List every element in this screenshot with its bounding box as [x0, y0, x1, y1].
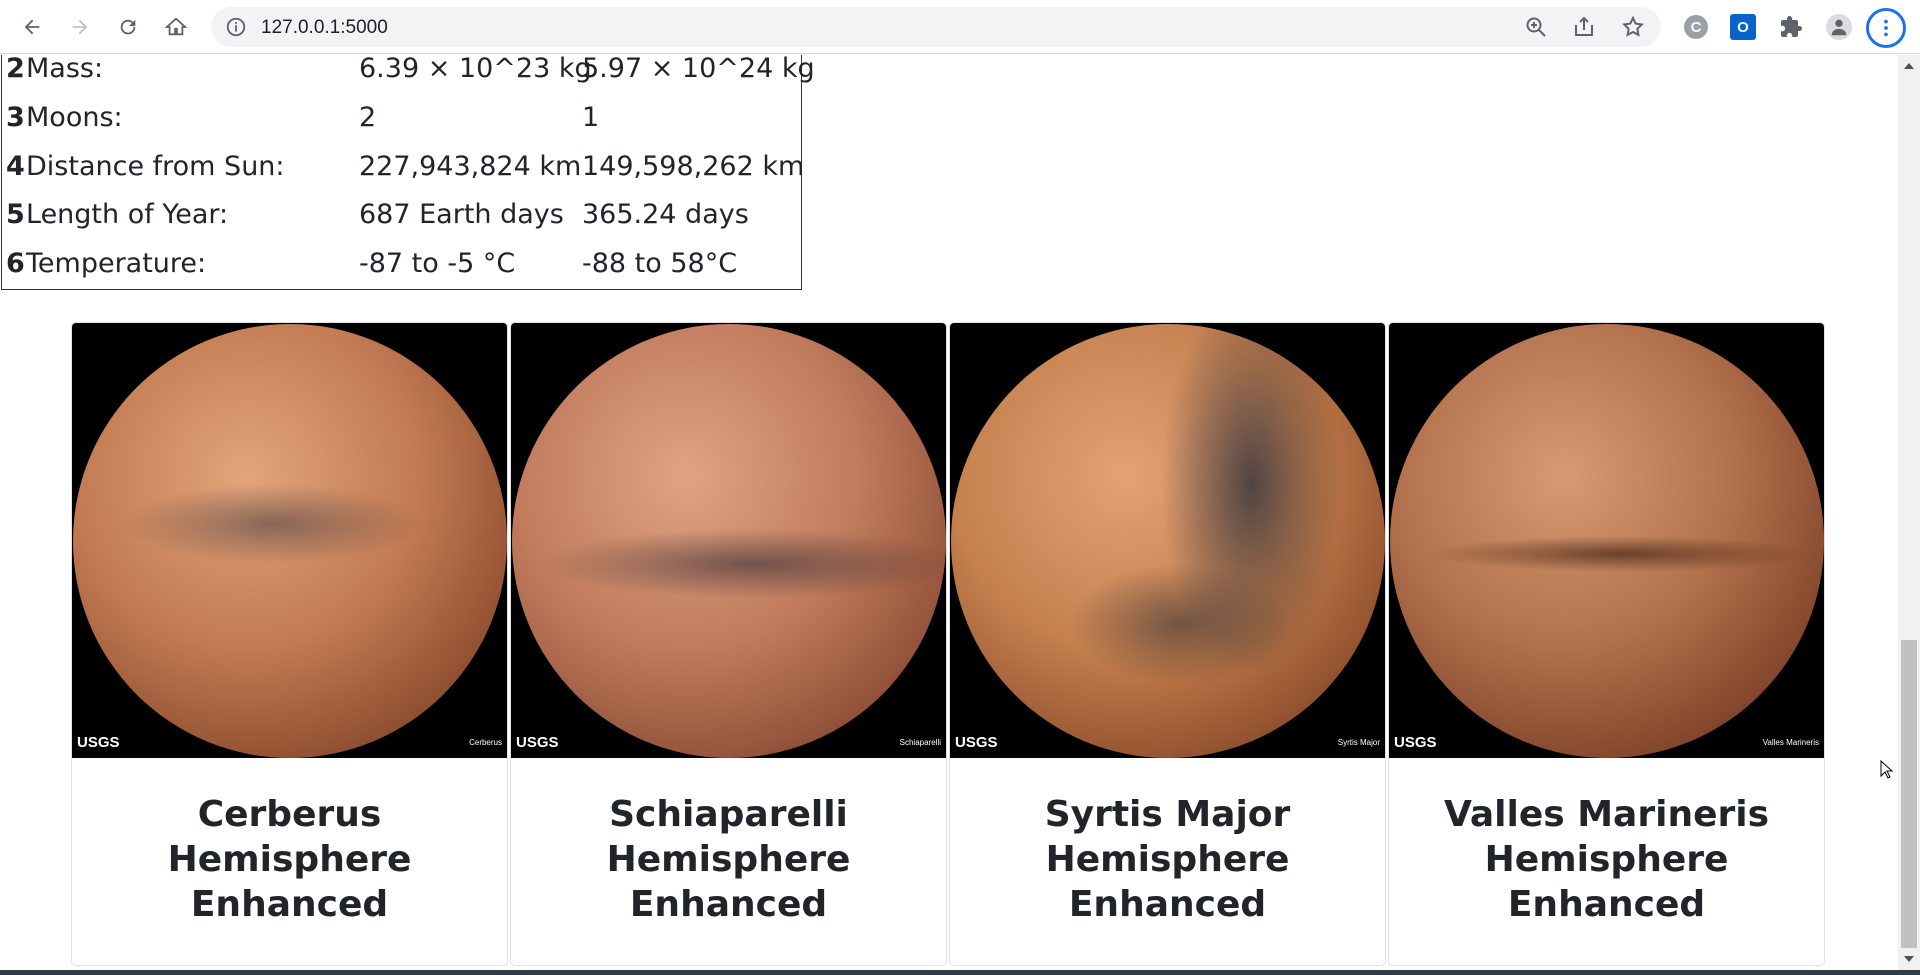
mars-globe-image	[1390, 324, 1824, 758]
row-index: 5	[6, 199, 25, 230]
usgs-logo: USGS	[77, 734, 120, 751]
hemisphere-title: Cerberus Hemisphere Enhanced	[167, 794, 412, 925]
mars-value: -87 to -5 °C	[359, 248, 516, 279]
share-icon	[1575, 16, 1593, 36]
zoom-in-icon	[1526, 17, 1546, 37]
scroll-down-arrow-icon[interactable]	[1904, 956, 1914, 962]
row-index: 2	[6, 55, 25, 84]
hemisphere-card-syrtis-major[interactable]: USGS Syrtis Major Syrtis Major Hemispher…	[949, 322, 1386, 966]
page-viewport: 2 Mass: 6.39 × 10^23 kg 5.97 × 10^24 kg …	[0, 55, 1898, 970]
home-icon	[165, 17, 187, 36]
mars-globe-image	[951, 324, 1385, 758]
usgs-logo: USGS	[1394, 734, 1437, 751]
mars-globe-image	[73, 324, 507, 758]
row-label: Temperature:	[26, 248, 207, 279]
address-bar[interactable]: 127.0.0.1:5000	[211, 7, 1661, 47]
browser-menu-button[interactable]	[1866, 8, 1906, 48]
hemisphere-card-cerberus[interactable]: USGS Cerberus Cerberus Hemisphere Enhanc…	[71, 322, 508, 966]
outlook-icon[interactable]: O	[1730, 14, 1756, 40]
puzzle-icon	[1781, 16, 1802, 37]
mars-value: 687 Earth days	[359, 199, 564, 230]
back-button[interactable]	[14, 9, 50, 45]
scroll-thumb[interactable]	[1901, 640, 1917, 948]
bookmark-button[interactable]	[1621, 15, 1645, 39]
row-label: Moons:	[26, 102, 123, 133]
image-caption: Syrtis Major	[1337, 738, 1380, 747]
arrow-left-icon	[24, 19, 40, 35]
row-label: Length of Year:	[26, 199, 229, 230]
info-icon[interactable]	[225, 16, 247, 38]
earth-value: 5.97 × 10^24 kg	[582, 55, 815, 84]
person-icon	[1831, 19, 1847, 36]
address-url[interactable]: 127.0.0.1:5000	[261, 17, 388, 38]
image-caption: Cerberus	[469, 738, 502, 747]
mars-value: 2	[359, 102, 377, 133]
mars-globe-image	[512, 324, 946, 758]
mars-earth-facts-table: 2 Mass: 6.39 × 10^23 kg 5.97 × 10^24 kg …	[1, 55, 815, 290]
share-button[interactable]	[1572, 15, 1596, 39]
hemisphere-image[interactable]: USGS Syrtis Major	[950, 323, 1385, 758]
hemisphere-title: Schiaparelli Hemisphere Enhanced	[606, 794, 851, 925]
vertical-scrollbar[interactable]	[1898, 55, 1920, 970]
hemisphere-title: Syrtis Major Hemisphere Enhanced	[1044, 794, 1291, 925]
mouse-cursor-icon	[1880, 760, 1894, 779]
row-index: 4	[6, 151, 25, 182]
row-label: Distance from Sun:	[26, 151, 285, 182]
hemisphere-image[interactable]: USGS Cerberus	[72, 323, 507, 758]
home-button[interactable]	[158, 9, 194, 45]
earth-value: 365.24 days	[582, 199, 749, 230]
mars-value: 6.39 × 10^23 kg	[359, 55, 592, 84]
hemisphere-image[interactable]: USGS Schiaparelli	[511, 323, 946, 758]
image-caption: Schiaparelli	[899, 738, 941, 747]
hemisphere-title: Valles Marineris Hemisphere Enhanced	[1443, 794, 1770, 925]
browser-toolbar: 127.0.0.1:5000 C O	[0, 0, 1920, 54]
row-label: Mass:	[26, 55, 104, 84]
earth-value: 1	[582, 102, 600, 133]
hemisphere-card-schiaparelli[interactable]: USGS Schiaparelli Schiaparelli Hemispher…	[510, 322, 947, 966]
taskbar-strip	[0, 970, 1920, 975]
hemisphere-image[interactable]: USGS Valles Marineris	[1389, 323, 1824, 758]
table-row: 6 Temperature: -87 to -5 °C -88 to 58°C	[2, 240, 802, 288]
row-index: 3	[6, 102, 25, 133]
row-index: 6	[6, 248, 25, 279]
earth-value: 149,598,262 km	[582, 151, 805, 182]
mars-value: 227,943,824 km	[359, 151, 582, 182]
forward-button[interactable]	[62, 9, 98, 45]
extensions-button[interactable]	[1778, 14, 1804, 40]
usgs-logo: USGS	[955, 734, 998, 751]
usgs-logo: USGS	[516, 734, 559, 751]
table-row: 3 Moons: 2 1	[2, 94, 802, 142]
zoom-button[interactable]	[1524, 15, 1548, 39]
profile-button[interactable]	[1826, 14, 1852, 40]
arrow-right-icon	[72, 19, 88, 35]
kebab-menu-icon	[1884, 19, 1888, 37]
star-icon	[1622, 15, 1644, 37]
reload-button[interactable]	[110, 9, 146, 45]
table-row: 2 Mass: 6.39 × 10^23 kg 5.97 × 10^24 kg	[2, 55, 815, 93]
reload-icon	[120, 19, 136, 35]
scroll-up-arrow-icon[interactable]	[1904, 63, 1914, 69]
hemisphere-card-valles-marineris[interactable]: USGS Valles Marineris Valles Marineris H…	[1388, 322, 1825, 966]
table-row: 4 Distance from Sun: 227,943,824 km 149,…	[2, 143, 805, 191]
image-caption: Valles Marineris	[1762, 738, 1819, 747]
earth-value: -88 to 58°C	[582, 248, 738, 279]
extension-c-icon[interactable]: C	[1684, 15, 1708, 39]
table-row: 5 Length of Year: 687 Earth days 365.24 …	[2, 191, 802, 239]
